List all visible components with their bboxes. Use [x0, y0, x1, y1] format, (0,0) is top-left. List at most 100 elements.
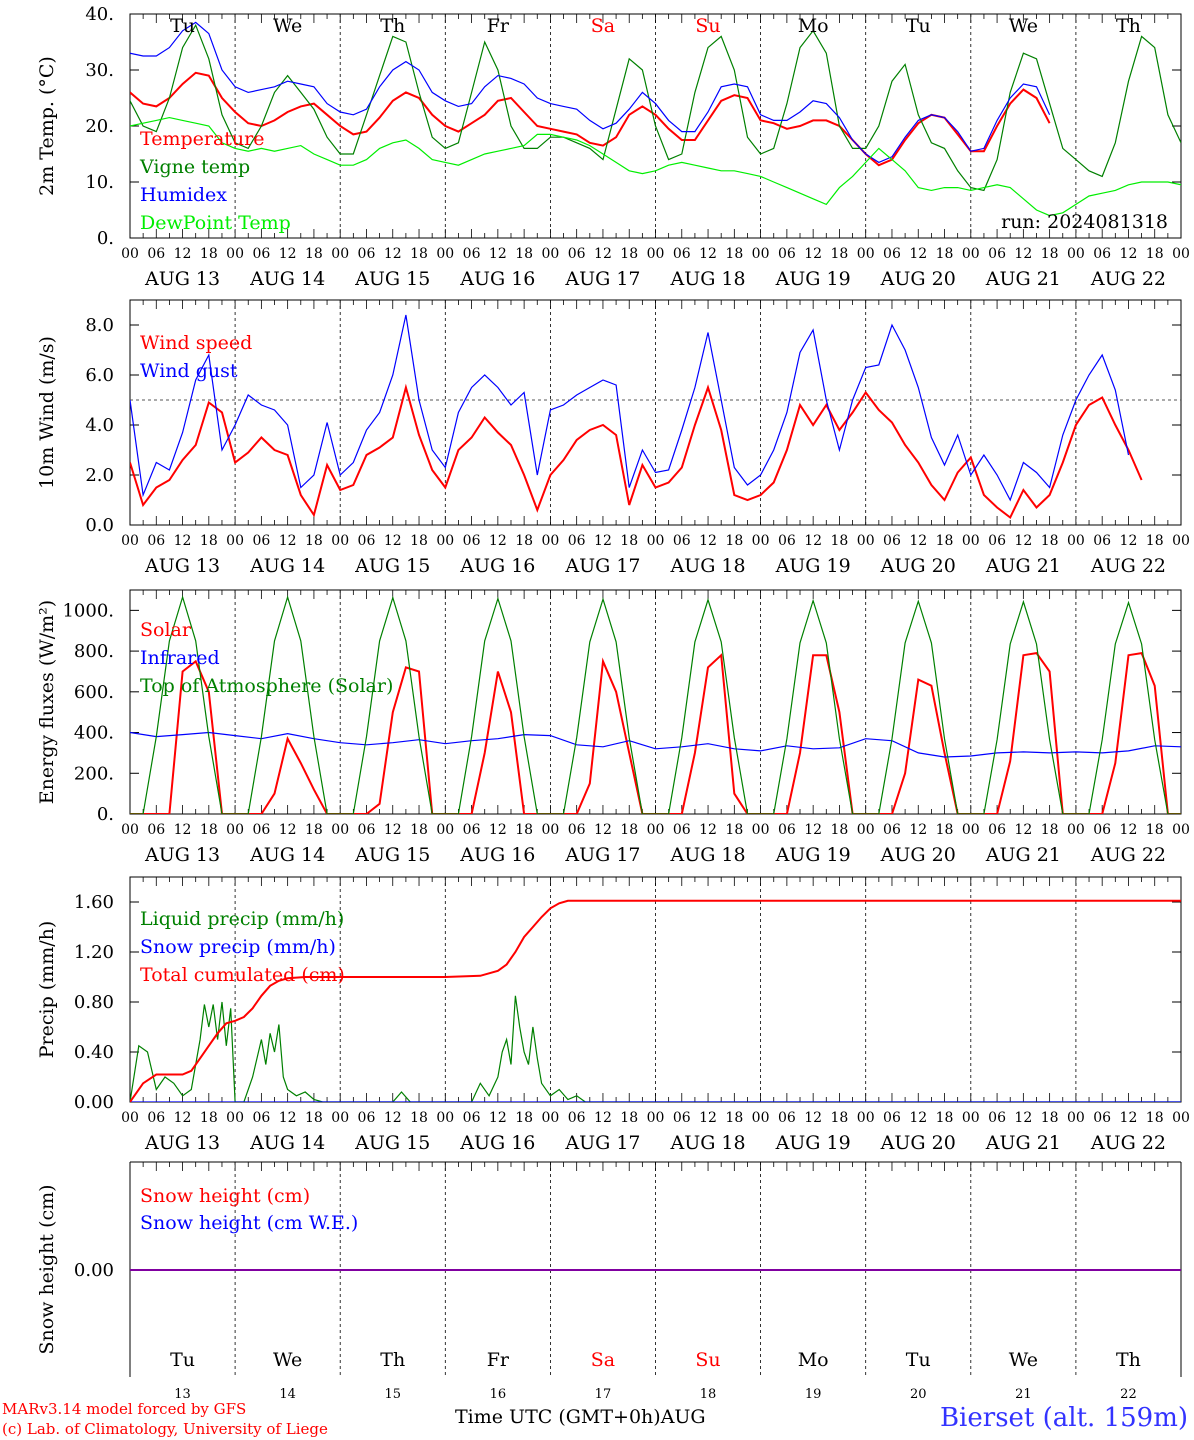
weekday-label: Tu: [906, 15, 931, 37]
y-tick-label: 6.0: [85, 365, 114, 386]
weekday-label: Th: [380, 15, 405, 37]
hour-tick-label: 06: [1093, 1110, 1111, 1126]
hour-tick-label: 18: [515, 822, 533, 838]
panel-1: 0. 10. 20. 30. 40. 2m Temp. (°C) Temperature Vi…: [36, 4, 1190, 290]
hour-tick-label: 12: [1120, 822, 1138, 838]
hour-tick-label: 00: [1067, 246, 1085, 262]
hour-tick-label: 18: [515, 246, 533, 262]
hour-tick-label: 12: [699, 533, 717, 549]
hour-tick-label: 18: [936, 822, 954, 838]
hour-tick-label: 00: [752, 533, 770, 549]
y-tick-label: 8.0: [85, 315, 114, 336]
date-label: AUG 13: [144, 1132, 220, 1154]
hour-tick-label: 06: [883, 246, 901, 262]
hour-tick-label: 06: [568, 822, 586, 838]
hour-tick-label: 00: [962, 246, 980, 262]
y-tick-label: 10.: [85, 172, 114, 193]
day-number-label: 13: [174, 1387, 191, 1402]
date-label: AUG 19: [775, 844, 851, 866]
hour-tick-label: 06: [1093, 246, 1111, 262]
date-label: AUG 14: [249, 555, 325, 577]
hour-tick-label: 18: [936, 533, 954, 549]
series-line-2: [130, 23, 1181, 192]
weekday-label: Fr: [487, 15, 510, 37]
x-axis-title: Time UTC (GMT+0h)AUG: [455, 1406, 706, 1428]
weekday-label: We: [273, 1349, 302, 1371]
legend-entry: Liquid precip (mm/h): [140, 908, 344, 930]
hour-tick-label: 00: [331, 533, 349, 549]
hour-tick-label: 18: [410, 246, 428, 262]
legend-entry: Wind speed: [140, 332, 252, 354]
y-tick-label: 30.: [85, 60, 114, 81]
hour-tick-label: 06: [568, 1110, 586, 1126]
hour-tick-label: 06: [358, 822, 376, 838]
day-number-label: 18: [700, 1387, 717, 1402]
hour-tick-label: 06: [147, 246, 165, 262]
hour-tick-label: 00: [1067, 822, 1085, 838]
hour-tick-label: 06: [673, 1110, 691, 1126]
date-label: AUG 20: [880, 268, 956, 290]
hour-tick-label: 12: [909, 246, 927, 262]
weekday-label: We: [1009, 1349, 1038, 1371]
hour-tick-label: 06: [988, 1110, 1006, 1126]
hour-tick-label: 18: [1041, 246, 1059, 262]
credit-line-1: MARv3.14 model forced by GFS: [2, 1400, 247, 1418]
date-label: AUG 13: [144, 555, 220, 577]
date-label: AUG 21: [985, 1132, 1061, 1154]
panel-5: 0.00 Snow height (cm) Snow height (cm) Snow…: [36, 1161, 1182, 1402]
hour-tick-label: 06: [463, 1110, 481, 1126]
date-label: AUG 21: [985, 268, 1061, 290]
y-tick-label: 4.0: [85, 415, 114, 436]
hour-tick-label: 18: [200, 822, 218, 838]
hour-tick-label: 06: [252, 533, 270, 549]
hour-tick-label: 12: [489, 246, 507, 262]
hour-tick-label: 18: [831, 822, 849, 838]
hour-tick-label: 12: [279, 533, 297, 549]
day-number-label: 19: [805, 1387, 822, 1402]
weekday-label: Th: [380, 1349, 405, 1371]
date-label: AUG 20: [880, 1132, 956, 1154]
weekday-label: We: [273, 15, 302, 37]
legend-entry: Temperature: [140, 128, 264, 150]
date-label: AUG 16: [459, 844, 535, 866]
hour-tick-label: 12: [489, 1110, 507, 1126]
hour-tick-label: 00: [962, 1110, 980, 1126]
hour-tick-label: 12: [1014, 1110, 1032, 1126]
y-tick-label: 0.0: [85, 515, 114, 536]
hour-tick-label: 00: [226, 246, 244, 262]
hour-tick-label: 06: [673, 533, 691, 549]
hour-tick-label: 18: [1041, 822, 1059, 838]
date-label: AUG 22: [1090, 555, 1166, 577]
station-name: Bierset (alt. 159m): [939, 1403, 1188, 1433]
hour-tick-label: 18: [305, 246, 323, 262]
legend-entry: Snow height (cm W.E.): [140, 1212, 358, 1234]
series-line-3: [130, 899, 1181, 1102]
hour-tick-label: 06: [883, 822, 901, 838]
hour-tick-label: 18: [1146, 1110, 1164, 1126]
weekday-label: Su: [695, 1349, 720, 1371]
hour-tick-label: 06: [358, 246, 376, 262]
y-tick-label: 1000.: [62, 600, 114, 621]
panel-3: 0. 200. 400. 600. 800. 1000.Energy fluxes (W/…: [36, 589, 1190, 866]
hour-tick-label: 00: [121, 822, 139, 838]
date-label: AUG 17: [564, 1132, 640, 1154]
hour-tick-label: 12: [699, 822, 717, 838]
date-label: AUG 17: [564, 555, 640, 577]
hour-tick-label: 12: [1120, 533, 1138, 549]
y-axis-label: Precip (mm/h): [36, 921, 58, 1059]
y-tick-label: 0.80: [74, 992, 114, 1013]
y-tick-label: 400.: [74, 723, 114, 744]
hour-tick-label: 00: [541, 822, 559, 838]
hour-tick-label: 00: [752, 246, 770, 262]
hour-tick-label: 00: [226, 822, 244, 838]
y-tick-label: 40.: [85, 4, 114, 25]
weekday-label: Su: [695, 15, 720, 37]
hour-tick-label: 18: [620, 246, 638, 262]
date-label: AUG 14: [249, 844, 325, 866]
legend-entry: Wind gust: [140, 360, 238, 382]
weekday-label: We: [1009, 15, 1038, 37]
hour-tick-label: 18: [620, 822, 638, 838]
y-tick-label: 0.: [97, 228, 114, 249]
weekday-label: Th: [1116, 1349, 1141, 1371]
hour-tick-label: 00: [331, 822, 349, 838]
